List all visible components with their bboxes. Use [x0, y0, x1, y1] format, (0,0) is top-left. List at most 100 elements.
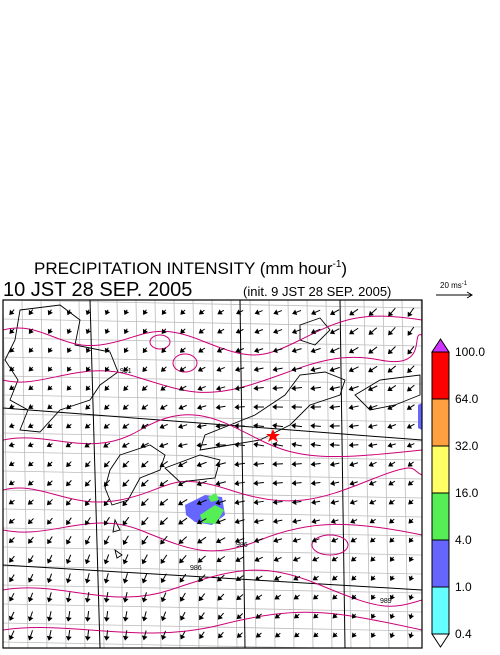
wind-arrowhead [408, 331, 411, 335]
wind-arrowhead [48, 424, 52, 427]
wind-arrowhead [141, 444, 145, 448]
wind-arrowhead [312, 481, 315, 485]
wind-arrowhead [123, 560, 127, 564]
wind-arrowhead [292, 386, 295, 390]
colorbar-segment [432, 399, 449, 446]
grid-line [22, 300, 28, 648]
wind-arrowhead [29, 311, 32, 315]
wind-arrowhead [332, 538, 336, 542]
wind-arrowhead [123, 521, 126, 525]
wind-arrowhead [293, 519, 296, 523]
wind-arrowhead [311, 424, 314, 428]
wind-arrowhead [235, 462, 238, 466]
wind-arrowhead [29, 443, 33, 447]
grid-line [3, 300, 9, 648]
wind-arrowhead [369, 406, 373, 410]
grid-line [79, 300, 85, 648]
wind-arrowhead [86, 599, 90, 602]
wind-arrowhead [200, 635, 203, 639]
grid-line [193, 300, 199, 648]
colorbar-segment [432, 540, 449, 587]
grid-line [3, 376, 422, 384]
grid-line [3, 528, 422, 536]
wind-arrowhead [254, 443, 257, 447]
wind-arrowhead [104, 521, 107, 525]
wind-arrowhead [217, 368, 221, 372]
wind-arrowhead [66, 443, 70, 446]
wind-arrowhead [180, 387, 184, 390]
colorbar-segment [432, 493, 449, 540]
wind-arrowhead [255, 310, 259, 314]
wind-arrowhead [86, 637, 90, 640]
wind-arrowhead [237, 330, 241, 334]
wind-arrowhead [235, 405, 238, 409]
wind-arrowhead [255, 349, 258, 353]
wind-arrowhead [273, 462, 276, 466]
wind-arrowhead [409, 577, 413, 581]
wind-arrowhead [410, 558, 413, 562]
wind-arrowhead [255, 519, 258, 523]
wind-arrowhead [104, 444, 108, 447]
wind-arrowhead [292, 405, 295, 409]
wind-arrowhead [330, 424, 333, 428]
wind-arrowhead [179, 501, 183, 504]
wind-arrowhead [104, 541, 108, 545]
wind-arrowhead [236, 367, 239, 371]
wind-arrowhead [312, 311, 316, 315]
wind-arrowhead [161, 406, 165, 409]
wind-arrowhead [350, 349, 354, 352]
wind-arrowhead [294, 595, 298, 598]
map: 991 986 986 989 [3, 300, 427, 650]
wind-arrowhead [179, 463, 183, 467]
wind-arrowhead [408, 406, 412, 409]
wind-arrowhead [67, 540, 70, 544]
grid-line [117, 300, 123, 648]
colorbar-label: 0.4 [455, 627, 472, 641]
wind-arrowhead [217, 405, 220, 409]
wind-arrowhead [332, 519, 335, 523]
contour-label: 989 [380, 598, 392, 605]
wind-arrowhead [292, 349, 295, 353]
wind-arrowhead [160, 482, 164, 485]
wind-arrowhead [143, 617, 147, 620]
wind-arrowhead [29, 405, 33, 408]
wind-arrowhead [10, 462, 14, 465]
wind-arrowhead [67, 311, 71, 315]
title-main: PRECIPITATION INTENSITY (mm hour [34, 259, 333, 278]
grid-line [402, 300, 408, 648]
colorbar-segment [432, 352, 449, 399]
wind-arrowhead [372, 634, 375, 638]
wind-arrowhead [160, 444, 164, 448]
wind-arrowhead [9, 500, 13, 503]
wind-arrowhead [144, 311, 147, 315]
wind-arrowhead [331, 330, 335, 334]
wind-arrowhead [143, 330, 146, 334]
grid-line [288, 300, 294, 648]
wind-arrowhead [408, 443, 412, 447]
colorbar-segment [432, 446, 449, 493]
wind-arrowhead [86, 311, 90, 315]
grid-line [3, 471, 422, 479]
wind-arrowhead [313, 557, 317, 561]
wind-arrowhead [29, 578, 33, 582]
wind-arrowhead [48, 540, 51, 544]
wind-arrowhead [29, 636, 33, 639]
wind-arrowhead [105, 311, 109, 315]
wind-arrowhead [370, 481, 374, 485]
wind-arrowhead [254, 481, 257, 485]
wind-arrowhead [350, 368, 354, 372]
colorbar-label: 1.0 [455, 580, 472, 594]
wind-arrowhead [236, 558, 240, 561]
wind-arrowhead [330, 387, 333, 391]
wind-arrowhead [179, 425, 182, 429]
wind-arrowhead [330, 368, 333, 372]
wind-arrowhead [29, 598, 33, 602]
wind-arrowhead [350, 443, 353, 447]
wind-arrowhead [218, 349, 222, 353]
wind-arrowhead [48, 636, 52, 639]
wind-arrowhead [123, 425, 127, 428]
wind-arrowhead [311, 368, 314, 372]
wind-arrowhead [143, 598, 147, 601]
wind-arrowhead [142, 540, 145, 544]
